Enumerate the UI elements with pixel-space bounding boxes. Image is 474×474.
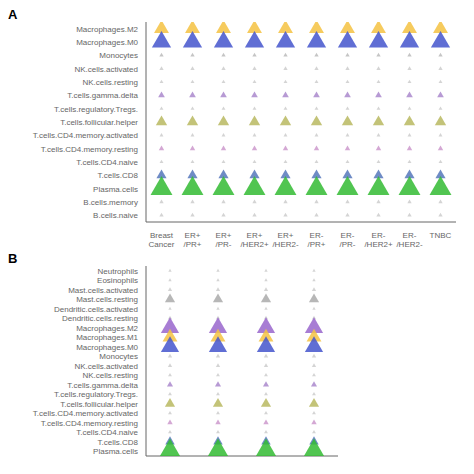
svg-text:Mast.cells.activated: Mast.cells.activated (68, 286, 138, 295)
svg-text:Macrophages.M2: Macrophages.M2 (76, 324, 138, 333)
svg-text:T.cells.gamma.delta: T.cells.gamma.delta (67, 91, 138, 100)
svg-text:ER+/HER2+: ER+/HER2+ (240, 231, 269, 249)
svg-text:T.cells.follicular.helper: T.cells.follicular.helper (60, 118, 138, 127)
svg-text:NK.cells.activated: NK.cells.activated (74, 362, 138, 371)
svg-text:ER-/HER2+: ER-/HER2+ (364, 231, 393, 249)
svg-text:T.cells.CD4.naive: T.cells.CD4.naive (76, 428, 138, 437)
svg-text:T.cells.CD4.memory.resting: T.cells.CD4.memory.resting (41, 419, 138, 428)
svg-text:Plasma.cells: Plasma.cells (93, 447, 138, 456)
svg-text:Monocytes: Monocytes (99, 51, 138, 60)
svg-text:NK.cells.resting: NK.cells.resting (82, 78, 138, 87)
svg-text:NK.cells.activated: NK.cells.activated (74, 65, 138, 74)
svg-text:T.cells.CD8: T.cells.CD8 (98, 171, 139, 180)
svg-text:TNBC: TNBC (430, 231, 452, 240)
svg-text:T.cells.CD4.memory.activated: T.cells.CD4.memory.activated (33, 409, 138, 418)
svg-text:T.cells.CD4.memory.activated: T.cells.CD4.memory.activated (33, 131, 138, 140)
svg-text:Macrophages.M0: Macrophages.M0 (76, 343, 138, 352)
html-text:B: B (8, 251, 18, 266)
svg-text:Macrophages.M1: Macrophages.M1 (76, 333, 138, 342)
svg-text:Monocytes: Monocytes (99, 352, 138, 361)
svg-text:ER-/PR-: ER-/PR- (340, 231, 356, 249)
svg-text:ER+/PR-: ER+/PR- (216, 231, 232, 249)
svg-text:Neutrophils: Neutrophils (98, 267, 138, 276)
svg-text:Plasma.cells: Plasma.cells (93, 185, 138, 194)
svg-text:T.cells.regulatory.Tregs.: T.cells.regulatory.Tregs. (54, 390, 138, 399)
svg-text:T.cells.gamma.delta: T.cells.gamma.delta (67, 381, 138, 390)
svg-text:BreastCancer: BreastCancer (149, 231, 175, 249)
svg-text:Eosinophils: Eosinophils (97, 276, 138, 285)
svg-text:T.cells.follicular.helper: T.cells.follicular.helper (60, 400, 138, 409)
svg-text:B.cells.naive: B.cells.naive (93, 211, 138, 220)
svg-text:Mast.cells.resting: Mast.cells.resting (76, 295, 138, 304)
svg-text:T.cells.CD8: T.cells.CD8 (98, 438, 139, 447)
svg-text:Dendritic.cells.activated: Dendritic.cells.activated (54, 305, 138, 314)
svg-text:Macrophages.M2: Macrophages.M2 (76, 25, 138, 34)
svg-text:ER-/PR+: ER-/PR+ (307, 231, 325, 249)
svg-text:Dendritic.cells.resting: Dendritic.cells.resting (62, 314, 138, 323)
html-text:A: A (8, 7, 18, 22)
svg-text:ER-/HER2-: ER-/HER2- (396, 231, 423, 249)
svg-text:NK.cells.resting: NK.cells.resting (82, 371, 138, 380)
svg-text:B.cells.memory: B.cells.memory (83, 198, 138, 207)
svg-text:T.cells.CD4.memory.resting: T.cells.CD4.memory.resting (41, 145, 138, 154)
svg-text:T.cells.CD4.naive: T.cells.CD4.naive (76, 158, 138, 167)
svg-text:T.cells.regulatory.Tregs.: T.cells.regulatory.Tregs. (54, 105, 138, 114)
svg-text:ER+/HER2-: ER+/HER2- (272, 231, 299, 249)
svg-text:Macrophages.M0: Macrophages.M0 (76, 38, 138, 47)
svg-text:ER+/PR+: ER+/PR+ (183, 231, 201, 249)
